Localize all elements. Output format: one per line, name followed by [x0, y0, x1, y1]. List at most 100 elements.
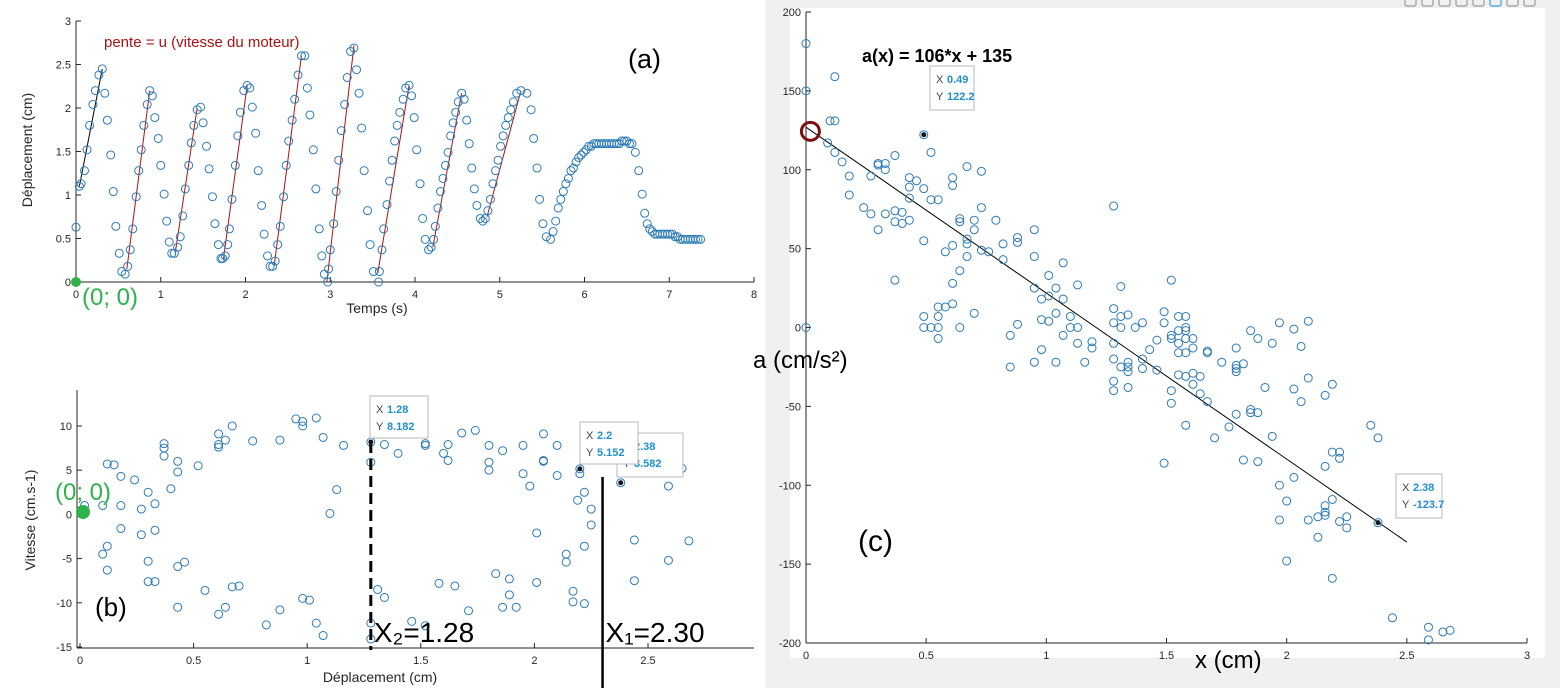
- data-point: [214, 609, 224, 619]
- x-tick-label: 0: [73, 289, 79, 301]
- data-point: [1289, 384, 1299, 394]
- data-point: [311, 618, 321, 628]
- data-point: [116, 501, 126, 511]
- data-point: [1217, 357, 1227, 367]
- datatip[interactable]: X 2.38Y -123.7: [1375, 473, 1444, 526]
- data-point: [302, 83, 312, 93]
- data-point: [919, 236, 929, 246]
- data-point: [890, 275, 900, 285]
- data-point: [955, 323, 965, 332]
- data-point: [1109, 376, 1119, 386]
- data-point: [263, 251, 273, 261]
- data-point: [897, 207, 907, 217]
- data-point: [488, 179, 498, 189]
- data-point: [568, 163, 578, 173]
- data-point: [948, 278, 958, 288]
- data-point: [404, 80, 414, 90]
- pan-icon[interactable]: [1472, 0, 1485, 7]
- data-point: [844, 171, 854, 181]
- data-point: [634, 166, 644, 176]
- datatip[interactable]: X 0.49Y 122.2: [921, 65, 975, 138]
- rotate-icon[interactable]: [1455, 0, 1468, 7]
- data-point: [933, 311, 943, 321]
- home-icon[interactable]: [1523, 0, 1536, 7]
- data-point: [311, 184, 321, 194]
- data-point: [1159, 318, 1169, 328]
- data-point: [1029, 252, 1039, 262]
- x-axis-label: Temps (s): [346, 300, 407, 316]
- data-point: [1373, 518, 1383, 528]
- data-point: [1087, 343, 1097, 353]
- y-axis-label: Déplacement (cm): [19, 93, 35, 207]
- figure-toolbar[interactable]: [1404, 0, 1536, 7]
- data-point: [218, 254, 228, 264]
- data-point: [1303, 316, 1313, 326]
- data-point: [1137, 318, 1147, 328]
- datatip[interactable]: X 1.28Y 8.182: [368, 395, 429, 445]
- x-tick-label: 0: [803, 650, 809, 662]
- x-tick-label: 2: [242, 289, 248, 301]
- data-point: [955, 214, 965, 224]
- data-point: [273, 240, 283, 250]
- data-point: [1238, 455, 1248, 465]
- data-point: [1445, 625, 1455, 635]
- x-tick-label: 0: [77, 655, 83, 667]
- chart-a: 0 1 2 3 4 5 6 7 8 0 0.5 1 1.5 2 2.5 3 Déplacement (cm) Te…: [19, 16, 757, 316]
- data-point: [145, 86, 155, 96]
- fit-segment: [273, 55, 302, 265]
- data-point: [1195, 389, 1205, 399]
- zoom-out-icon[interactable]: [1506, 0, 1519, 7]
- y-tick-label: 0: [66, 509, 72, 521]
- data-point: [227, 194, 237, 204]
- data-point: [538, 219, 548, 229]
- y-tick-label: 2.5: [56, 60, 71, 72]
- datatip[interactable]: X 2.2Y 5.152: [577, 421, 639, 472]
- data-point: [574, 153, 584, 163]
- data-point: [1130, 323, 1140, 332]
- data-point: [198, 118, 208, 128]
- data-point: [304, 595, 314, 605]
- x-tick-label: 8: [751, 289, 757, 301]
- data-point: [1073, 280, 1083, 290]
- data-point: [323, 277, 333, 287]
- data-point: [352, 65, 362, 75]
- data-point: [1159, 458, 1169, 468]
- data-point: [551, 216, 561, 226]
- data-point: [493, 155, 503, 165]
- data-point: [207, 192, 217, 202]
- data-point: [108, 187, 118, 197]
- data-point: [434, 578, 444, 588]
- datatip-anchor: [1375, 520, 1381, 526]
- zoom-in-icon[interactable]: [1489, 0, 1502, 7]
- data-point: [102, 459, 112, 469]
- data-point: [1231, 367, 1241, 377]
- brush-icon[interactable]: [1421, 0, 1434, 7]
- data-point: [385, 176, 395, 186]
- data-point: [561, 179, 571, 189]
- data-point: [268, 261, 278, 271]
- data-point: [102, 115, 112, 125]
- data-point: [866, 171, 876, 181]
- export-icon[interactable]: [1404, 0, 1417, 7]
- data-point: [1303, 515, 1313, 525]
- data-point: [332, 485, 342, 495]
- data-point: [1123, 362, 1133, 372]
- origin-label: (0; 0): [82, 284, 138, 311]
- y-tick-label: 5: [66, 465, 72, 477]
- data-point: [801, 323, 811, 332]
- data-point: [511, 602, 521, 612]
- data-point: [457, 428, 467, 438]
- data-point: [329, 219, 339, 229]
- x-axis-label: Déplacement (cm): [323, 669, 437, 685]
- data-point: [314, 224, 324, 234]
- data-point: [830, 147, 840, 157]
- data-point: [948, 240, 958, 250]
- data-point: [180, 184, 190, 194]
- data-point: [368, 267, 378, 277]
- data-point: [451, 107, 461, 117]
- data-point: [142, 100, 152, 110]
- data-point: [450, 581, 460, 591]
- data-point: [1137, 364, 1147, 374]
- data-point: [904, 215, 914, 225]
- datatip-icon[interactable]: [1438, 0, 1451, 7]
